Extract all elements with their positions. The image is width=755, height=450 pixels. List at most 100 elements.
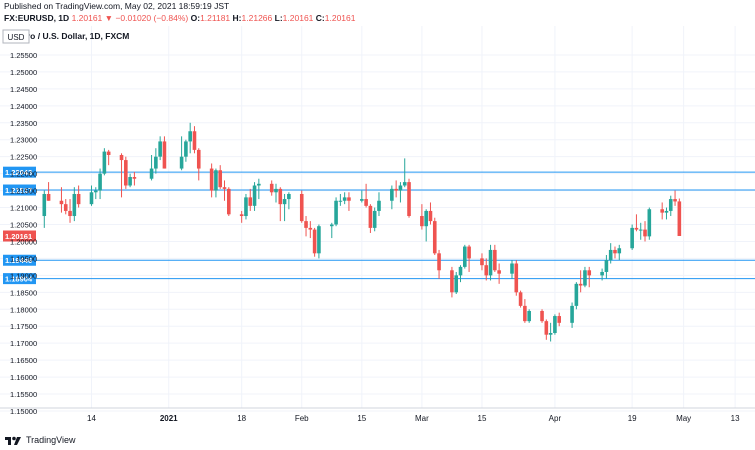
candle-body: [192, 131, 197, 150]
high-label: H:: [232, 13, 242, 23]
candle-body: [342, 197, 347, 201]
candle-body: [677, 201, 682, 236]
candle-body: [450, 270, 454, 293]
candle-body: [338, 200, 343, 202]
horizontal-level-label-bg: [3, 184, 36, 196]
time-tick-label: Apr: [549, 414, 562, 423]
candle-body: [458, 266, 463, 276]
candle-body: [437, 253, 441, 271]
candle-body: [377, 200, 381, 211]
candle-body: [59, 200, 64, 205]
symbol-label: FX:EURUSD, 1D: [4, 13, 70, 23]
price-tick-label: 1.25500: [10, 51, 37, 60]
price-tick-label: 1.23500: [10, 119, 37, 128]
time-tick-label: May: [676, 414, 691, 423]
candle-body: [647, 209, 652, 237]
candle-body: [664, 210, 669, 213]
candle-body: [218, 170, 223, 188]
high-value: 1.21266: [241, 13, 273, 23]
candle-body: [98, 173, 102, 191]
time-tick-label: 15: [357, 414, 366, 423]
candle-body: [394, 188, 398, 191]
candle-body: [46, 193, 51, 201]
price-tick-label: 1.15000: [10, 407, 37, 416]
candle-body: [523, 305, 527, 322]
time-axis[interactable]: 14 2021 18 Feb 15 Mar 15 Apr 19 May 13: [0, 407, 755, 423]
candle-body: [600, 271, 604, 276]
candle-body: [334, 200, 338, 225]
candle-body: [364, 199, 368, 206]
candle-body: [578, 283, 583, 286]
price-tick-label: 1.19000: [10, 271, 37, 280]
candle-body: [673, 199, 677, 202]
candle-body: [480, 258, 484, 266]
price-chart[interactable]: 1.22043 1.21517 1.19446 1.18904 1.20161 1.25…: [0, 26, 755, 432]
price-tick-label: 1.24000: [10, 102, 37, 111]
candle-body: [407, 182, 411, 217]
candle-body: [76, 193, 81, 205]
candle-body: [304, 221, 308, 228]
candle-body: [299, 193, 304, 222]
candle-body: [613, 249, 617, 254]
price-tick-label: 1.23000: [10, 136, 37, 145]
candle-body: [72, 193, 77, 217]
open-label: O:: [190, 13, 201, 23]
candle-body: [454, 275, 459, 293]
candle-body: [493, 249, 497, 271]
candle-body: [63, 204, 68, 211]
currency-label: USD: [8, 33, 25, 42]
candle-body: [514, 263, 519, 293]
price-tick-label: 1.20500: [10, 221, 37, 230]
candle-body: [574, 283, 579, 306]
horizontal-level-label-bg: [3, 273, 36, 285]
price-tick-label: 1.17000: [10, 339, 37, 348]
candle-body: [360, 199, 364, 201]
candle-body: [244, 197, 248, 217]
price-tick-label: 1.21500: [10, 187, 37, 196]
candle-body: [544, 321, 549, 335]
price-tick-label: 1.15500: [10, 390, 37, 399]
candle-body: [390, 188, 394, 201]
candle-body: [368, 205, 373, 228]
candle-body: [269, 183, 274, 193]
candle-body: [222, 187, 227, 189]
currency-box[interactable]: [2, 29, 30, 44]
candle-body: [617, 248, 622, 254]
low-value: 1.20161: [282, 13, 314, 23]
candle-body: [587, 270, 592, 276]
last-price-label-bg: [3, 230, 36, 242]
candle-body: [278, 188, 283, 205]
horizontal-level-label: 1.21517: [5, 186, 32, 195]
candle-body: [93, 190, 98, 193]
footer-branding[interactable]: TradingView: [4, 432, 76, 448]
candle-body: [497, 270, 501, 274]
candle-body: [604, 260, 609, 272]
candle-body: [124, 160, 128, 186]
last-price-label: 1.20161: [5, 232, 32, 241]
candle-body: [196, 149, 201, 169]
chart-grid: [0, 26, 755, 412]
candle-body: [252, 185, 257, 206]
close-value: 1.20161: [324, 13, 356, 23]
price-axis[interactable]: 1.25500 1.25000 1.24500 1.24000 1.23500 1.230…: [10, 51, 37, 416]
price-tick-label: 1.22500: [10, 153, 37, 162]
open-value: 1.21181: [200, 13, 231, 23]
candle-body: [548, 333, 553, 335]
candle-body: [158, 141, 162, 157]
candle-body: [329, 224, 334, 227]
time-tick-label: 14: [87, 414, 96, 423]
low-label: L:: [274, 13, 283, 23]
close-label: C:: [315, 13, 325, 23]
chart-title: Euro / U.S. Dollar, 1D, FXCM: [16, 31, 129, 41]
candle-body: [308, 227, 313, 230]
candle-body: [287, 193, 291, 200]
candle-body: [274, 188, 278, 193]
candle-body: [583, 270, 587, 286]
last-price-value: 1.20161: [71, 13, 103, 23]
candle-body: [42, 193, 47, 217]
horizontal-level-label: 1.22043: [5, 168, 32, 177]
candle-body: [282, 199, 287, 205]
candle-body: [248, 197, 253, 206]
candle-body: [214, 170, 218, 191]
candle-body: [432, 221, 437, 254]
